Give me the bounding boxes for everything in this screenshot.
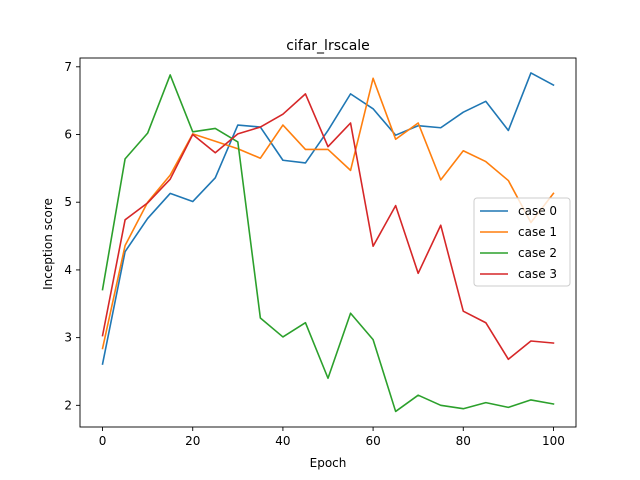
y-tick-label: 2 — [64, 398, 72, 412]
x-tick-label: 20 — [185, 434, 200, 448]
x-tick-label: 100 — [542, 434, 565, 448]
series-line-case-0 — [101, 72, 555, 365]
axes-layer: 0 20 40 60 80 100 2 3 4 5 6 7 — [64, 57, 577, 448]
y-tick-label: 7 — [64, 60, 72, 74]
y-tick-label: 5 — [64, 195, 72, 209]
axes-frame — [79, 57, 577, 428]
y-tick-label: 3 — [64, 331, 72, 345]
chart-title: cifar_lrscale — [286, 38, 370, 54]
x-tick-label: 0 — [99, 434, 107, 448]
x-tick-label: 80 — [456, 434, 471, 448]
x-tick-label: 40 — [275, 434, 290, 448]
x-axis-title: Epoch — [310, 456, 347, 470]
series-line-case-2 — [101, 74, 555, 413]
legend-box — [473, 197, 571, 287]
y-tick-label: 6 — [64, 128, 72, 142]
series-line-case-3 — [101, 93, 555, 361]
y-axis-title: Inception score — [41, 198, 55, 290]
legend-label-case-0: case 0 — [518, 204, 557, 218]
series-layer — [101, 72, 555, 413]
legend: case 0 case 1 case 2 case 3 — [473, 197, 571, 287]
legend-label-case-3: case 3 — [518, 267, 557, 281]
x-tick-label: 60 — [365, 434, 380, 448]
legend-label-case-1: case 1 — [518, 225, 557, 239]
series-line-case-1 — [101, 77, 555, 350]
y-tick-label: 4 — [64, 263, 72, 277]
legend-label-case-2: case 2 — [518, 246, 557, 260]
